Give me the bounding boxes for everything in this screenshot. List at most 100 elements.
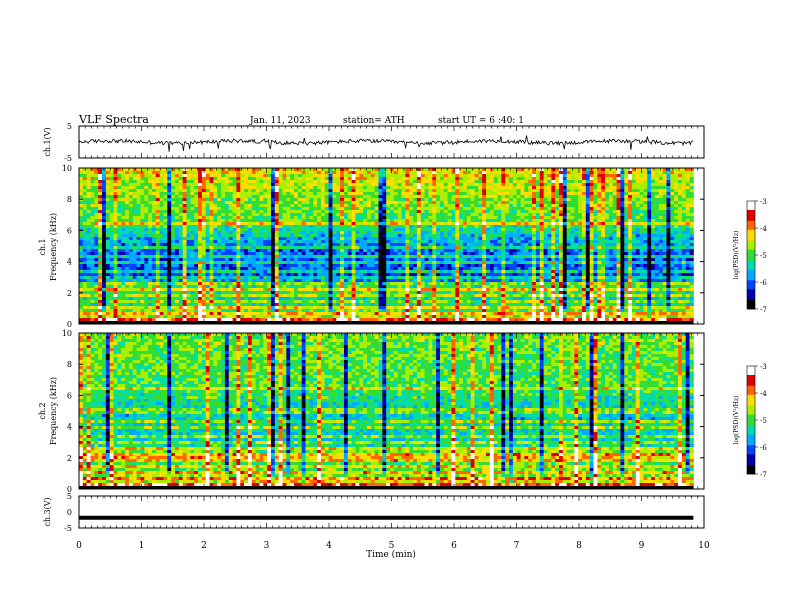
spectrogram-cell	[359, 210, 364, 214]
spectrogram-cell	[578, 204, 583, 208]
spectrogram-cell	[616, 246, 621, 250]
spectrogram-cell	[386, 171, 391, 175]
spectrogram-cell	[186, 174, 191, 178]
spectrogram-cell	[336, 207, 341, 211]
spectrogram-cell	[470, 249, 475, 253]
spectrogram-cell	[232, 234, 237, 238]
spectrogram-cell	[551, 183, 556, 187]
spectrogram-cell	[628, 177, 633, 181]
spectrogram-cell	[201, 213, 207, 217]
spectrogram-cell	[474, 192, 479, 196]
spectrogram-cell	[221, 246, 226, 250]
spectrogram-cell	[631, 228, 637, 232]
spectrogram-cell	[466, 174, 472, 178]
spectrogram-cell	[528, 258, 533, 262]
spectrogram-cell	[631, 237, 637, 241]
spectrogram-cell	[159, 213, 164, 217]
spectrogram-cell	[386, 246, 391, 250]
spectrogram-cell	[182, 252, 187, 256]
spectrogram-cell	[244, 255, 249, 259]
spectrogram-cell	[405, 189, 410, 193]
spectrogram-cell	[290, 177, 295, 181]
spectrogram-cell	[532, 189, 537, 193]
spectrogram-cell	[551, 180, 556, 184]
spectrogram-cell	[102, 255, 107, 259]
spectrogram-cell	[290, 252, 295, 256]
spectrogram-cell	[493, 168, 498, 172]
spectrogram-cell	[593, 231, 598, 235]
spectrogram-cell	[236, 219, 241, 223]
spectrogram-cell	[347, 204, 353, 208]
spectrogram-cell	[424, 219, 429, 223]
spectrogram-cell	[386, 219, 391, 223]
spectrogram-cell	[393, 183, 399, 187]
spectrogram-cell	[643, 186, 648, 190]
spectrogram-cell	[359, 213, 364, 217]
spectrogram-cell	[140, 240, 145, 244]
spectrogram-cell	[512, 213, 518, 217]
spectrogram-cell	[286, 246, 291, 250]
spectrogram-cell	[151, 249, 157, 253]
start-time-label: start UT = 6 :40: 1	[438, 116, 524, 126]
spectrogram-cell	[662, 234, 667, 238]
spectrogram-cell	[136, 201, 141, 205]
spectrogram-cell	[324, 174, 329, 178]
spectrogram-cell	[347, 243, 353, 247]
spectrogram-cell	[432, 207, 437, 211]
spectrogram-cell	[455, 201, 460, 205]
spectrogram-cell	[401, 180, 406, 184]
spectrogram-cell	[294, 207, 299, 211]
spectrogram-cell	[509, 219, 514, 223]
spectrogram-cell	[651, 177, 656, 181]
spectrogram-cell	[251, 234, 257, 238]
spectrogram-cell	[505, 243, 510, 247]
spectrogram-cell	[240, 216, 245, 220]
spectrogram-cell	[363, 246, 368, 250]
spectrogram-cell	[585, 210, 591, 214]
spectrogram-cell	[390, 174, 395, 178]
spectrogram-cell	[585, 198, 591, 202]
spectrogram-cell	[148, 174, 153, 178]
spectrogram-cell	[94, 258, 99, 262]
spectrogram-cell	[447, 231, 452, 235]
spectrogram-cell	[505, 174, 510, 178]
spectrogram-cell	[163, 231, 168, 235]
spectrogram-cell	[562, 237, 568, 241]
spectrogram-cell	[109, 225, 114, 229]
spectrogram-cell	[355, 228, 360, 232]
spectrogram-cell	[589, 201, 594, 205]
spectrogram-cell	[489, 249, 495, 253]
spectrogram-cell	[505, 222, 510, 226]
spectrogram-cell	[593, 171, 598, 175]
spectrogram-cell	[501, 183, 506, 187]
spectrogram-cell	[201, 177, 207, 181]
spectrogram-cell	[455, 255, 460, 259]
spectrogram-cell	[528, 213, 533, 217]
spectrogram-cell	[163, 237, 168, 241]
spectrogram-cell	[631, 213, 637, 217]
spectrogram-cell	[397, 207, 402, 211]
spectrogram-cell	[451, 222, 456, 226]
spectrogram-cell	[274, 201, 280, 205]
spectrogram-cell	[374, 231, 379, 235]
spectrogram-cell	[420, 222, 425, 226]
spectrogram-cell	[370, 258, 376, 262]
spectrogram-cell	[489, 225, 495, 229]
spectrogram-cell	[459, 219, 464, 223]
spectrogram-cell	[674, 255, 679, 259]
spectrogram-cell	[405, 240, 410, 244]
spectrogram-cell	[117, 189, 122, 193]
spectrogram-cell	[439, 222, 445, 226]
spectrogram-cell	[267, 189, 272, 193]
spectrogram-cell	[278, 210, 283, 214]
spectrogram-cell	[501, 213, 506, 217]
spectrogram-cell	[340, 216, 345, 220]
spectrogram-cell	[624, 204, 629, 208]
spectrogram-cell	[263, 183, 268, 187]
spectrogram-cell	[651, 210, 656, 214]
spectrogram-cell	[647, 243, 652, 247]
spectrogram-cell	[128, 195, 134, 199]
spectrogram-cell	[497, 258, 502, 262]
spectrogram-cell	[205, 255, 210, 259]
spectrogram-cell	[413, 195, 418, 199]
